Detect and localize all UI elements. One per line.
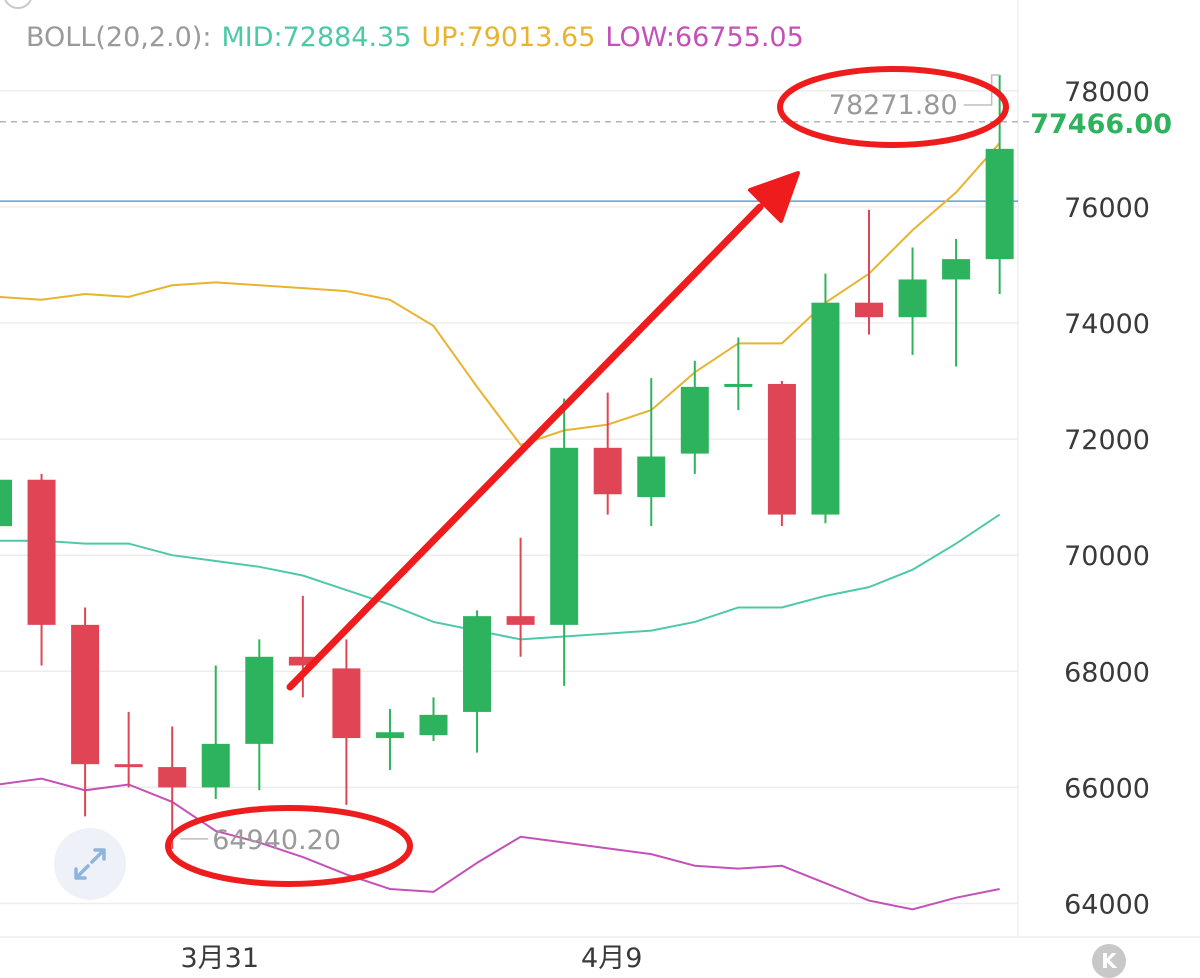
boll-legend: BOLL(20,2.0): MID:72884.35 UP:79013.65 LOW:… <box>26 22 814 53</box>
candle-body-rise[interactable] <box>637 456 666 498</box>
y-tick-label: 66000 <box>1064 773 1150 804</box>
candle-body-rise[interactable] <box>680 386 709 454</box>
y-tick-label: 74000 <box>1064 309 1150 340</box>
boll-up-value: UP:79013.65 <box>421 22 596 53</box>
candle-body-fall[interactable] <box>27 479 56 625</box>
boll-label: BOLL(20,2.0): <box>26 22 212 53</box>
candle-body-rise[interactable] <box>201 743 230 788</box>
y-tick-label: 70000 <box>1064 541 1150 572</box>
high-highlight-ellipse <box>777 66 1009 148</box>
candle-body-rise[interactable] <box>811 302 840 515</box>
candle-body-rise[interactable] <box>375 732 404 739</box>
x-tick-label: 3月31 <box>180 943 259 974</box>
candle-body-rise[interactable] <box>985 148 1014 260</box>
circle-tool-icon[interactable] <box>4 0 32 9</box>
y-tick-label: 76000 <box>1064 193 1150 224</box>
k-line-button[interactable]: K <box>1092 944 1126 978</box>
boll-up-line <box>0 142 1001 447</box>
y-tick-label: 64000 <box>1064 890 1150 921</box>
boll-mid-line <box>0 513 1001 641</box>
uptrend-arrow-head <box>748 171 800 223</box>
y-tick-label: 68000 <box>1064 657 1150 688</box>
expand-button[interactable] <box>54 828 126 900</box>
candle-body-rise[interactable] <box>0 479 12 527</box>
candle-body-fall[interactable] <box>767 383 796 515</box>
y-tick-label: 78000 <box>1064 77 1150 108</box>
y-tick-label: 72000 <box>1064 425 1150 456</box>
high-price-label: 78271.80 <box>829 90 958 121</box>
k-line-icon: K <box>1101 949 1117 973</box>
candle-body-fall[interactable] <box>506 616 535 625</box>
candle-body-rise[interactable] <box>245 656 274 744</box>
low-price-label: 64940.20 <box>212 825 341 856</box>
x-tick-label: 4月9 <box>581 943 642 974</box>
candle-body-fall[interactable] <box>114 764 143 768</box>
low-highlight-ellipse <box>165 805 413 887</box>
candle-body-rise[interactable] <box>942 259 971 280</box>
uptrend-arrow-shaft <box>286 203 764 691</box>
boll-low-value: LOW:66755.05 <box>605 22 804 53</box>
boll-low-line <box>0 777 1000 911</box>
candle-body-fall[interactable] <box>593 447 622 495</box>
candle-body-fall[interactable] <box>332 668 361 739</box>
current-price-tag-bg <box>1030 102 1200 141</box>
boll-mid-value: MID:72884.35 <box>221 22 412 53</box>
candle-body-rise[interactable] <box>724 383 753 387</box>
candle-body-rise[interactable] <box>419 714 448 736</box>
expand-arrows-icon <box>74 848 106 880</box>
candle-body-rise[interactable] <box>463 616 492 712</box>
current-price-tag: 77466.00 <box>1030 109 1172 140</box>
top-toolbar-icons[interactable] <box>0 0 160 10</box>
candle-body-fall[interactable] <box>288 656 317 666</box>
candle-body-fall[interactable] <box>158 767 187 788</box>
candle-body-rise[interactable] <box>550 447 579 625</box>
candle-body-rise[interactable] <box>898 279 927 318</box>
candle-body-fall[interactable] <box>855 302 883 318</box>
candle-body-fall[interactable] <box>71 624 100 765</box>
